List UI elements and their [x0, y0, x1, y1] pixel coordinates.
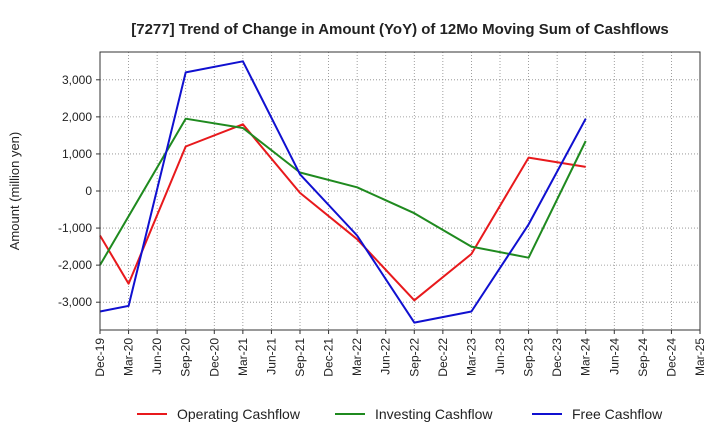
- series-line-investing-cashflow: [99, 117, 587, 266]
- legend: Operating Cashflow Investing Cashflow Free…: [137, 406, 663, 422]
- x-tick-label: Mar-20: [122, 338, 136, 376]
- y-tick-label: -3,000: [58, 295, 92, 309]
- x-tick-label: Sep-20: [179, 338, 193, 377]
- y-tick-label: 3,000: [62, 73, 92, 87]
- grid: [100, 52, 700, 330]
- x-tick-label: Jun-23: [493, 338, 507, 375]
- x-tick-label: Mar-22: [350, 338, 364, 376]
- x-tick-label: Sep-21: [293, 338, 307, 377]
- y-tick-label: -2,000: [58, 258, 92, 272]
- series-lines: [99, 60, 587, 324]
- x-tick-label: Mar-23: [464, 338, 478, 376]
- y-tick-labels: -3,000 -2,000 -1,000 0 1,000 2,000 3,000: [58, 73, 100, 309]
- y-tick-label: 0: [85, 184, 92, 198]
- y-tick-label: 2,000: [62, 110, 92, 124]
- x-tick-label: Dec-19: [93, 338, 107, 377]
- x-tick-label: Jun-20: [150, 338, 164, 375]
- y-tick-label: 1,000: [62, 147, 92, 161]
- legend-label: Free Cashflow: [572, 406, 663, 422]
- chart-title: [7277] Trend of Change in Amount (YoY) o…: [131, 21, 669, 38]
- x-tick-label: Jun-24: [607, 338, 621, 375]
- legend-label: Operating Cashflow: [177, 406, 301, 422]
- x-tick-label: Jun-21: [264, 338, 278, 375]
- series-line-free-cashflow: [99, 60, 587, 324]
- x-tick-label: Sep-24: [636, 338, 650, 377]
- y-tick-label: -1,000: [58, 221, 92, 235]
- x-tick-label: Mar-25: [693, 338, 707, 376]
- x-tick-label: Mar-24: [579, 338, 593, 376]
- x-tick-label: Dec-21: [322, 338, 336, 377]
- x-tick-label: Dec-20: [207, 338, 221, 377]
- x-tick-label: Dec-22: [436, 338, 450, 377]
- x-tick-label: Sep-22: [407, 338, 421, 377]
- legend-label: Investing Cashflow: [375, 406, 493, 422]
- y-axis-label: Amount (million yen): [7, 132, 22, 251]
- x-tick-label: Jun-22: [379, 338, 393, 375]
- x-tick-label: Mar-21: [236, 338, 250, 376]
- x-tick-label: Dec-24: [664, 338, 678, 377]
- series-line-operating-cashflow: [99, 123, 586, 302]
- x-tick-labels: Dec-19 Mar-20 Jun-20 Sep-20 Dec-20 Mar-21 Jun-…: [93, 330, 707, 377]
- x-tick-label: Dec-23: [550, 338, 564, 377]
- x-tick-label: Sep-23: [522, 338, 536, 377]
